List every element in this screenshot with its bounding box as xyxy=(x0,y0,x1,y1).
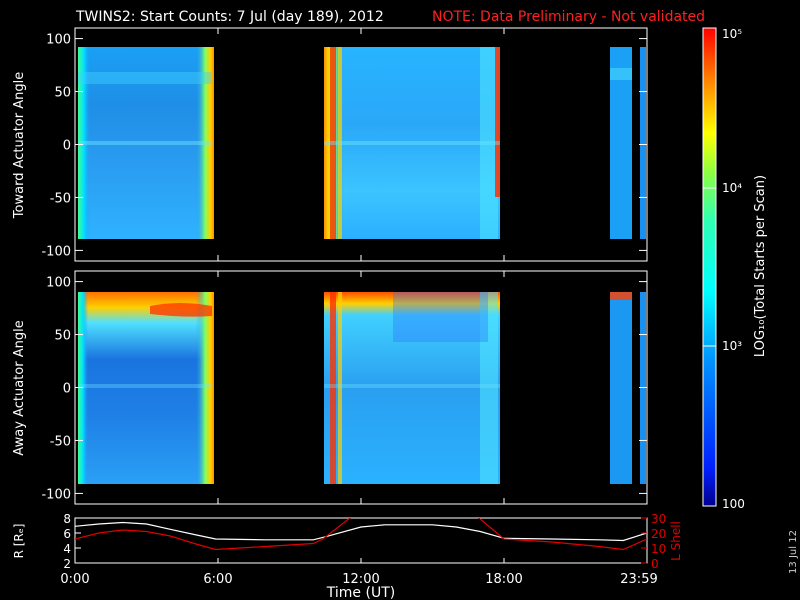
toward-spectrogram xyxy=(78,47,646,239)
r-tick-label: 4 xyxy=(63,542,71,556)
chart-title: TWINS2: Start Counts: 7 Jul (day 189), 2… xyxy=(75,9,384,25)
colorbar-tick: 10⁵ xyxy=(722,27,742,41)
y-tick-label: 50 xyxy=(54,86,71,101)
toward-panel xyxy=(74,27,648,262)
time-axis-label: Time (UT) xyxy=(326,585,395,600)
lshell-tick-label: 20 xyxy=(651,527,666,541)
lshell-axis-label: L Shell xyxy=(669,521,683,561)
x-tick-label: 23:59 xyxy=(620,572,657,587)
y-tick-label: 100 xyxy=(46,33,71,48)
colorbar-label: LOG₁₀(Total Starts per Scan) xyxy=(753,175,768,357)
lshell-tick-label: 30 xyxy=(651,512,666,526)
away-spectrogram xyxy=(78,292,646,484)
y-tick-label: -100 xyxy=(41,487,71,502)
r-tick-label: 2 xyxy=(63,557,71,571)
lshell-line xyxy=(75,518,647,551)
colorbar: 10⁵ 10⁴ 10³ 100 LOG₁₀(Total Starts per S… xyxy=(702,27,768,511)
orbit-lines xyxy=(75,518,647,551)
radius-line xyxy=(75,521,647,542)
colorbar-tick: 100 xyxy=(722,497,745,511)
y-tick-label: 0 xyxy=(63,382,71,397)
toward-axis-label: Toward Actuator Angle xyxy=(12,72,27,219)
r-tick-label: 8 xyxy=(63,512,71,526)
y-tick-label: -50 xyxy=(50,434,71,449)
lshell-tick-label: 0 xyxy=(651,557,659,571)
lshell-tick-label: 10 xyxy=(651,542,666,556)
r-tick-label: 6 xyxy=(63,527,71,541)
date-stamp: 13 Jul 12 xyxy=(788,530,799,574)
y-tick-label: 100 xyxy=(46,276,71,291)
x-tick-label: 0:00 xyxy=(60,572,89,587)
colorbar-tick: 10⁴ xyxy=(722,181,742,195)
colorbar-tick: 10³ xyxy=(722,339,742,353)
away-axis-label: Away Actuator Angle xyxy=(12,320,27,455)
y-tick-label: -50 xyxy=(50,191,71,206)
axes: 100500-50-100100500-50-100864230201000:0… xyxy=(41,28,666,587)
radius-axis-label: R [Rₑ] xyxy=(12,524,26,559)
y-tick-label: -100 xyxy=(41,244,71,259)
preliminary-note: NOTE: Data Preliminary - Not validated xyxy=(432,9,705,25)
y-tick-label: 50 xyxy=(54,329,71,344)
x-tick-label: 6:00 xyxy=(203,572,232,587)
x-tick-label: 12:00 xyxy=(342,572,379,587)
away-panel xyxy=(74,270,648,505)
x-tick-label: 18:00 xyxy=(485,572,522,587)
orbit-panel xyxy=(74,517,648,564)
y-tick-label: 0 xyxy=(63,139,71,154)
